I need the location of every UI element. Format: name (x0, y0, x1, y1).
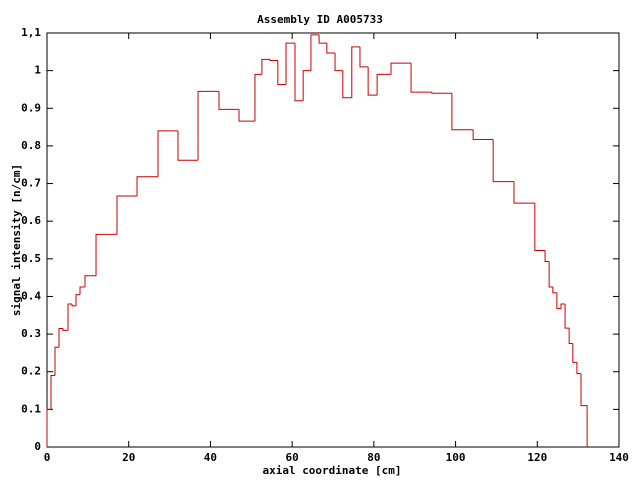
step-segment (359, 46, 369, 68)
x-tick-label: 80 (367, 451, 380, 464)
y-tick-label: 1,1 (21, 26, 41, 39)
y-tick-label: 0 (34, 440, 41, 453)
step-segment (157, 130, 178, 177)
y-tick-label: 0.1 (21, 402, 41, 415)
step-segment (564, 303, 570, 329)
y-tick-label: 0.4 (21, 289, 41, 302)
step-segment (513, 181, 535, 204)
step-segment (556, 292, 561, 309)
step-segment (75, 294, 81, 306)
step-segment (50, 374, 56, 410)
step-segment (310, 34, 320, 71)
step-segment (548, 261, 553, 288)
step-segment (136, 176, 159, 196)
step-segment (67, 303, 73, 331)
step-segment (492, 139, 514, 183)
step-segment (62, 328, 69, 331)
x-tick-label: 40 (204, 451, 217, 464)
step-segment (472, 129, 494, 141)
x-tick-label: 100 (446, 451, 466, 464)
step-segment (302, 70, 311, 101)
step-segment (71, 303, 77, 307)
step-segment (431, 92, 452, 94)
y-tick-label: 0.3 (21, 327, 41, 340)
x-tick-label: 60 (286, 451, 299, 464)
chart-title: Assembly ID A005733 (257, 13, 383, 26)
step-segment (342, 70, 352, 99)
y-axis-label: signal intensity [n/cm] (10, 164, 23, 316)
y-tick-label: 0.5 (21, 252, 41, 265)
x-axis-label: axial coordinate [cm] (262, 464, 401, 477)
step-segment (568, 328, 573, 344)
step-segment (269, 59, 278, 61)
x-tick-label: 120 (527, 451, 547, 464)
step-segment (84, 275, 97, 288)
y-tick-label: 0.8 (21, 139, 41, 152)
step-segment (326, 43, 336, 54)
step-segment (367, 66, 378, 96)
step-segment (580, 373, 588, 447)
x-tick-label: 140 (609, 451, 629, 464)
step-segment (390, 62, 412, 75)
step-segment (261, 58, 271, 75)
step-segment (58, 327, 64, 348)
step-segment (451, 93, 474, 131)
step-segment (294, 43, 304, 102)
step-segment (285, 42, 296, 85)
step-segment (544, 250, 550, 262)
step-segment (576, 362, 582, 375)
step-segment (79, 286, 85, 295)
y-tick-label: 1 (34, 64, 41, 77)
y-tick-label: 0.6 (21, 214, 41, 227)
step-segment (238, 109, 255, 122)
x-tick-label: 20 (122, 451, 135, 464)
y-tick-label: 0.2 (21, 365, 41, 378)
step-segment (318, 34, 327, 44)
step-segment (95, 233, 117, 276)
step-segment (410, 63, 432, 93)
y-tick-label: 0.7 (21, 177, 41, 190)
step-segment (552, 287, 557, 294)
y-tick-label: 0.9 (21, 101, 41, 114)
step-segment (334, 52, 343, 72)
step-segment (351, 46, 360, 98)
step-segment (116, 195, 138, 235)
step-segment (177, 130, 199, 161)
step-segment (54, 346, 60, 376)
step-segment (197, 90, 220, 161)
x-tick-label: 0 (44, 451, 51, 464)
step-segment (277, 60, 287, 86)
step-segment (218, 91, 240, 110)
step-segment (572, 343, 577, 363)
step-segment (534, 203, 546, 252)
step-segment (376, 73, 392, 96)
plot-frame (46, 32, 620, 448)
step-segment (560, 303, 566, 309)
step-segment (254, 73, 262, 122)
step-segment (46, 408, 52, 447)
